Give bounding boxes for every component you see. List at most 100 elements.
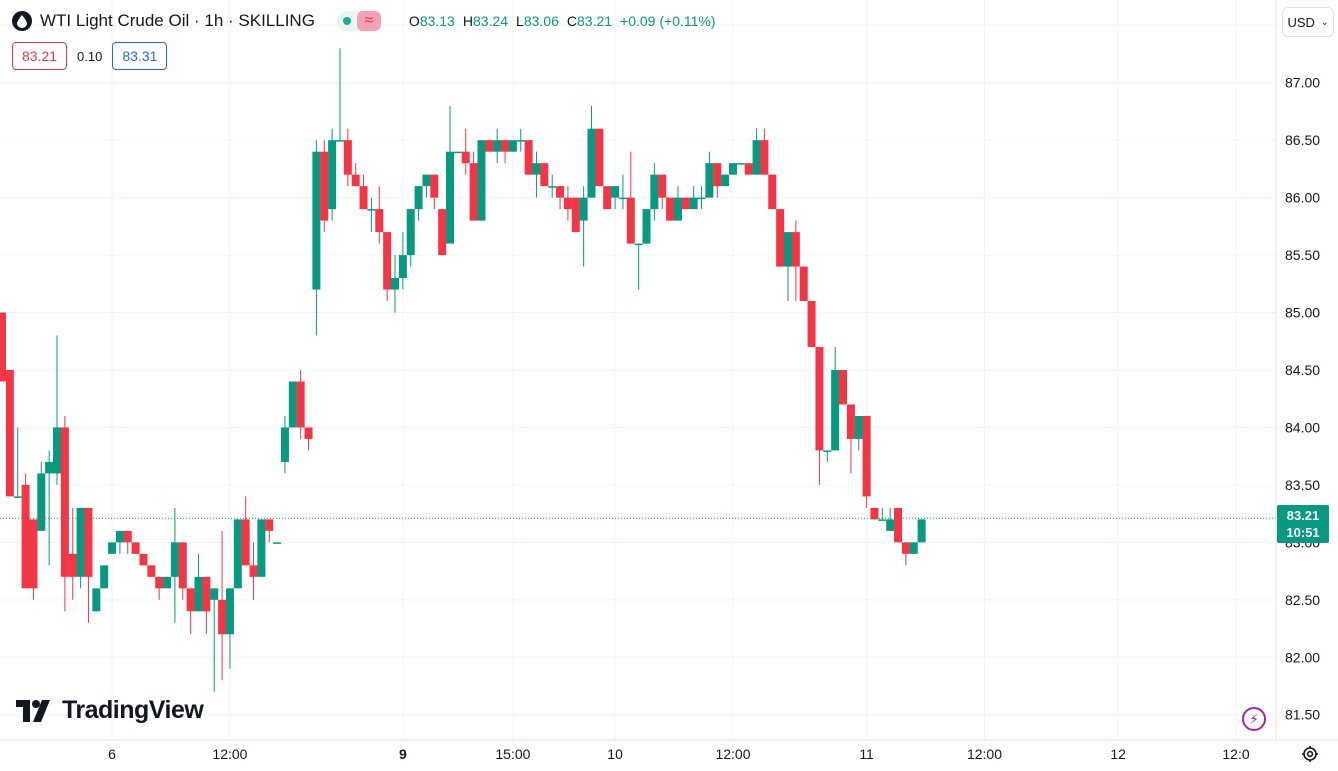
symbol-title[interactable]: WTI Light Crude Oil · 1h · SKILLING	[40, 11, 315, 30]
candle	[713, 163, 722, 198]
candle	[799, 266, 808, 302]
candle	[0, 312, 6, 382]
ohlc-open: 83.13	[419, 13, 455, 29]
buy-price-button[interactable]: 83.31	[112, 42, 168, 70]
candle-body	[13, 496, 22, 498]
candle-body	[335, 140, 344, 142]
candle	[194, 553, 203, 612]
tradingview-logo[interactable]: TradingView	[16, 696, 204, 725]
candle	[784, 232, 792, 302]
candle	[595, 128, 604, 187]
candle-body	[170, 542, 179, 577]
candle-body	[697, 197, 706, 200]
candle	[791, 220, 800, 302]
candle-body	[414, 186, 423, 210]
candle	[265, 519, 274, 543]
candle-body	[650, 174, 659, 210]
tradingview-wordmark: TradingView	[62, 696, 204, 724]
candle-body	[37, 473, 46, 531]
candle-body	[241, 519, 250, 566]
currency-button[interactable]: USD ⌄	[1282, 7, 1334, 37]
candle-body	[280, 427, 289, 462]
candle-body	[461, 151, 470, 164]
candle-body	[548, 186, 557, 188]
candle-body	[854, 415, 863, 439]
candle	[571, 197, 580, 233]
time-tick-label: 12:00	[715, 746, 750, 762]
candle-body	[383, 232, 392, 290]
candle-body	[823, 450, 832, 452]
candle-body	[359, 186, 368, 210]
candle	[697, 186, 706, 210]
candle	[846, 404, 855, 474]
candle-body	[21, 484, 30, 589]
candle-body	[493, 140, 502, 152]
candle-body	[556, 186, 565, 198]
candle	[108, 542, 117, 554]
candle	[469, 151, 478, 221]
candle	[29, 519, 38, 600]
candle	[768, 174, 777, 210]
candle-body	[453, 151, 462, 154]
candle	[587, 105, 596, 198]
candle	[508, 140, 517, 152]
price-tick-label: 84.50	[1285, 362, 1320, 378]
price-tick-label: 85.50	[1285, 247, 1320, 263]
price-tick-label: 81.50	[1285, 707, 1320, 723]
candle-body	[115, 530, 124, 543]
candle	[453, 151, 462, 154]
candle	[202, 576, 211, 635]
status-pill[interactable]: ≈	[336, 11, 381, 31]
lightning-icon[interactable]: ⚡	[1242, 707, 1266, 731]
price-tick-label: 87.00	[1285, 75, 1320, 91]
candle	[5, 370, 14, 497]
candle-body	[202, 576, 211, 612]
candle-body	[139, 553, 148, 566]
candle	[398, 232, 407, 290]
candle	[155, 576, 164, 600]
price-tick-label: 86.00	[1285, 190, 1320, 206]
candle-body	[304, 427, 313, 439]
candle	[320, 140, 329, 233]
candle-body	[53, 427, 62, 474]
time-tick-label: 12	[1110, 746, 1126, 762]
candle	[351, 163, 360, 187]
candle	[618, 174, 627, 210]
candle	[84, 507, 93, 623]
tradingview-logo-icon	[16, 699, 50, 722]
candle	[823, 450, 832, 462]
candle-body	[178, 542, 187, 589]
candle	[178, 542, 187, 600]
candle	[736, 163, 745, 165]
sell-price-button[interactable]: 83.21	[12, 42, 68, 70]
candle-body	[60, 427, 69, 577]
time-tick-label: 11	[859, 746, 874, 762]
candle	[312, 140, 321, 336]
candle-body	[571, 197, 580, 233]
price-tick-label: 86.50	[1285, 132, 1320, 148]
candle-body	[312, 151, 321, 290]
candle	[831, 347, 840, 451]
ohlc-high: 83.24	[472, 13, 509, 29]
ohlc-close: 83.21	[577, 13, 613, 29]
candle-body	[225, 588, 234, 635]
candle	[666, 197, 675, 221]
candle-body	[634, 243, 643, 246]
candle	[634, 243, 643, 290]
legend-header: WTI Light Crude Oil · 1h · SKILLING ≈ O8…	[12, 8, 716, 34]
ohlc-low-key: L	[516, 13, 524, 29]
price-axis[interactable]: 87.5087.0086.5086.0085.5085.0084.5084.00…	[1285, 17, 1320, 722]
time-axis[interactable]: 6 12:00 9 15:00 10 12:00 11 12:00 12 12:0	[108, 746, 1250, 762]
candle	[233, 519, 242, 589]
candle-body	[29, 519, 38, 589]
candle-body	[524, 140, 533, 175]
candle-body	[784, 232, 792, 267]
candle-body	[736, 163, 745, 165]
candle-body	[728, 163, 737, 175]
candle	[92, 588, 101, 612]
candle	[548, 174, 557, 198]
settings-icon[interactable]	[1300, 744, 1320, 764]
candle	[493, 128, 502, 164]
candle	[878, 507, 887, 521]
